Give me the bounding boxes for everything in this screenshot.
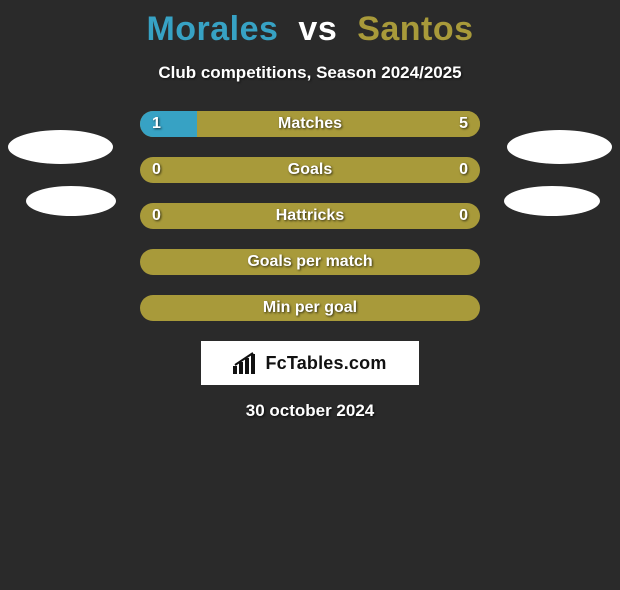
player2-name: Santos: [357, 10, 473, 48]
stat-value-left: 1: [152, 111, 161, 137]
site-logo: FcTables.com: [201, 341, 419, 385]
subtitle: Club competitions, Season 2024/2025: [0, 63, 620, 83]
stat-row: Goals per match: [0, 249, 620, 275]
stat-value-left: 0: [152, 203, 161, 229]
logo-text: FcTables.com: [265, 353, 386, 374]
stat-value-right: 5: [459, 111, 468, 137]
bar-left: [140, 111, 197, 137]
chart-icon: [233, 352, 259, 374]
comparison-title: Morales vs Santos: [0, 10, 620, 49]
player1-name: Morales: [146, 10, 278, 48]
bar-track: [140, 249, 480, 275]
avatar-placeholder: [26, 186, 116, 216]
stat-value-right: 0: [459, 203, 468, 229]
vs-separator: vs: [298, 10, 337, 48]
date-label: 30 october 2024: [0, 401, 620, 421]
bar-track: [140, 111, 480, 137]
stat-row: Goals00: [0, 157, 620, 183]
avatar-placeholder: [507, 130, 612, 164]
bar-track: [140, 203, 480, 229]
avatar-placeholder: [504, 186, 600, 216]
stat-value-left: 0: [152, 157, 161, 183]
bar-track: [140, 157, 480, 183]
stat-row: Min per goal: [0, 295, 620, 321]
bar-right: [197, 111, 480, 137]
bar-track: [140, 295, 480, 321]
avatar-placeholder: [8, 130, 113, 164]
stat-value-right: 0: [459, 157, 468, 183]
